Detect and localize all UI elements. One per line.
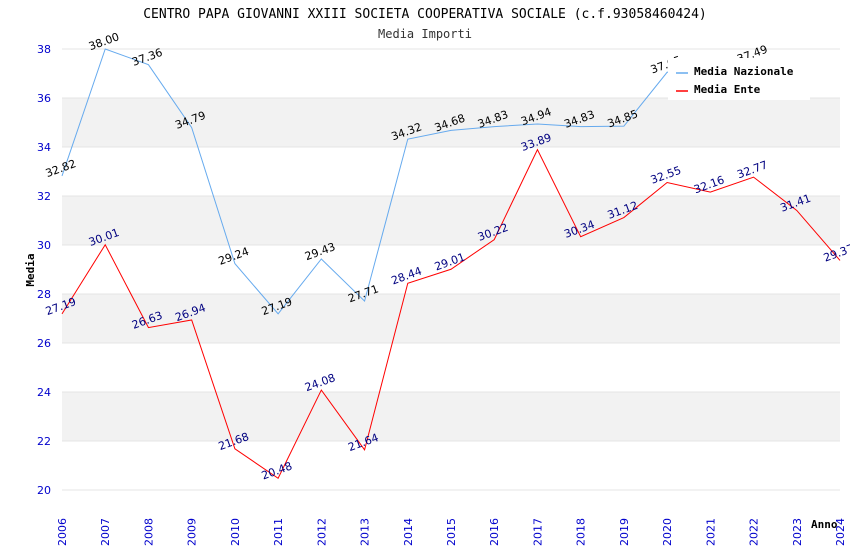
y-axis-label: Media — [24, 253, 37, 286]
x-tick-label: 2023 — [791, 518, 804, 546]
series-line-media-nazionale — [61, 48, 754, 315]
y-tick-label: 28 — [37, 288, 51, 301]
x-tick-label: 2020 — [661, 518, 674, 546]
grid-band — [62, 343, 840, 392]
x-tick-label: 2022 — [748, 518, 761, 546]
x-tick-label: 2016 — [488, 518, 501, 546]
chart-subtitle: Media Importi — [378, 27, 472, 41]
legend: Media Nazionale Media Ente — [668, 58, 810, 100]
y-tick-label: 24 — [37, 386, 51, 399]
x-tick-label: 2021 — [704, 518, 717, 546]
y-tick-label: 26 — [37, 337, 51, 350]
grid-band — [62, 294, 840, 343]
x-tick-label: 2012 — [315, 518, 328, 546]
y-tick-label: 20 — [37, 484, 51, 497]
x-tick-label: 2008 — [142, 518, 155, 546]
x-tick-label: 2014 — [402, 518, 415, 546]
y-tick-label: 32 — [37, 190, 51, 203]
y-tick-label: 30 — [37, 239, 51, 252]
legend-box — [668, 58, 810, 100]
series-lines — [61, 48, 841, 479]
grid-band — [62, 196, 840, 245]
x-tick-label: 2006 — [56, 518, 69, 546]
grid-band — [62, 392, 840, 441]
y-tick-label: 38 — [37, 43, 51, 56]
x-tick-label: 2010 — [229, 518, 242, 546]
x-axis-ticks: 2006 2007 2008 2009 2010 2011 2012 2013 2014 2015… — [56, 518, 847, 546]
x-tick-label: 2024 — [834, 518, 847, 546]
y-tick-label: 36 — [37, 92, 51, 105]
x-tick-label: 2018 — [575, 518, 588, 546]
legend-label-media-nazionale: Media Nazionale — [694, 65, 794, 78]
x-tick-label: 2007 — [99, 518, 112, 546]
grid-band — [62, 147, 840, 196]
x-tick-label: 2015 — [445, 518, 458, 546]
grid-band — [62, 98, 840, 147]
x-tick-label: 2011 — [272, 518, 285, 546]
chart-title: CENTRO PAPA GIOVANNI XXIII SOCIETA COOPE… — [143, 7, 707, 22]
x-tick-label: 2019 — [618, 518, 631, 546]
y-axis-ticks: 20 22 24 26 28 30 32 34 36 38 — [37, 43, 51, 497]
legend-label-media-ente: Media Ente — [694, 83, 761, 96]
y-tick-label: 34 — [37, 141, 51, 154]
x-tick-label: 2017 — [531, 518, 544, 546]
x-tick-label: 2009 — [186, 518, 199, 546]
grid-band — [62, 441, 840, 490]
x-axis-label: Anno — [811, 518, 838, 531]
x-tick-label: 2013 — [359, 518, 372, 546]
y-tick-label: 22 — [37, 435, 51, 448]
series-line-media-ente — [61, 148, 841, 479]
